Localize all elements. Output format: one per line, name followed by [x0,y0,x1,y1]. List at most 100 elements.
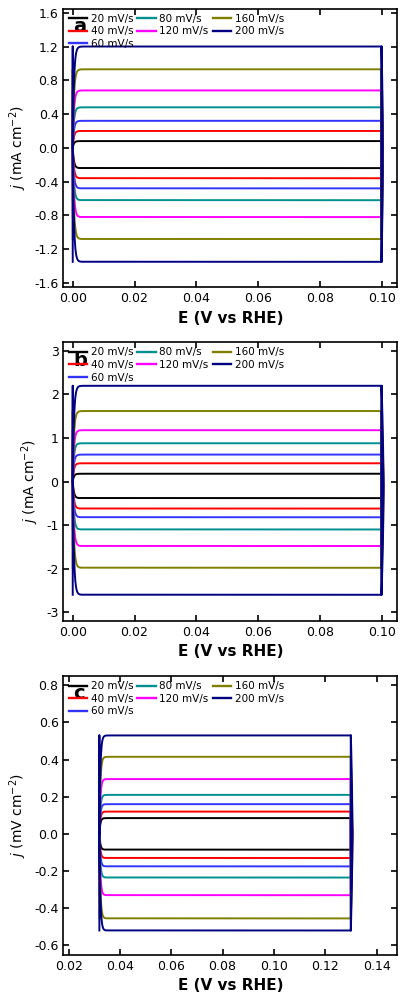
200 mV/s [369,380,374,392]
120 mV/s [338,540,343,552]
20 mV/s [70,142,75,154]
80 mV/s [84,101,89,113]
60 mV/s [287,860,292,872]
120 mV/s [76,425,80,437]
120 mV/s [97,889,102,901]
40 mV/s [379,125,384,137]
120 mV/s [341,773,346,785]
60 mV/s [379,511,384,523]
60 mV/s [305,182,309,194]
200 mV/s [135,729,140,741]
200 mV/s [97,924,102,936]
20 mV/s [379,468,384,480]
20 mV/s [337,162,342,174]
40 mV/s [305,172,309,184]
120 mV/s [379,211,384,223]
120 mV/s [305,540,309,552]
120 mV/s [70,211,75,223]
20 mV/s [120,162,125,174]
Y-axis label: $j$ (mA cm$^{-2}$): $j$ (mA cm$^{-2}$) [19,439,41,524]
Line: 20 mV/s: 20 mV/s [73,474,383,498]
160 mV/s [304,233,309,245]
120 mV/s [84,84,89,96]
160 mV/s [379,562,384,574]
20 mV/s [369,468,374,480]
40 mV/s [314,852,319,864]
Line: 20 mV/s: 20 mV/s [99,818,352,850]
120 mV/s [135,773,140,785]
160 mV/s [84,405,89,417]
80 mV/s [304,523,309,535]
80 mV/s [76,438,80,450]
60 mV/s [314,860,319,872]
120 mV/s [370,84,375,96]
160 mV/s [137,912,142,924]
20 mV/s [135,812,140,824]
60 mV/s [120,182,125,194]
160 mV/s [370,405,375,417]
60 mV/s [117,449,122,461]
160 mV/s [76,65,80,77]
Line: 40 mV/s: 40 mV/s [73,463,383,509]
20 mV/s [287,844,292,856]
20 mV/s [314,844,319,856]
160 mV/s [97,828,102,840]
20 mV/s [348,844,353,856]
Legend: 20 mV/s, 40 mV/s, 60 mV/s, 80 mV/s, 120 mV/s, 160 mV/s, 200 mV/s: 20 mV/s, 40 mV/s, 60 mV/s, 80 mV/s, 120 … [67,680,285,717]
Line: 60 mV/s: 60 mV/s [73,121,383,188]
160 mV/s [70,233,75,245]
60 mV/s [70,182,75,194]
160 mV/s [135,751,140,763]
40 mV/s [84,125,89,137]
60 mV/s [76,115,80,127]
60 mV/s [341,798,346,810]
200 mV/s [76,381,80,393]
160 mV/s [101,752,106,764]
200 mV/s [108,729,113,741]
Line: 200 mV/s: 200 mV/s [99,735,352,930]
160 mV/s [348,912,353,924]
160 mV/s [117,405,122,417]
80 mV/s [337,523,342,535]
20 mV/s [120,492,125,504]
160 mV/s [120,562,125,574]
200 mV/s [97,828,102,840]
120 mV/s [70,142,75,154]
160 mV/s [337,233,342,245]
80 mV/s [120,523,125,535]
60 mV/s [348,860,353,872]
160 mV/s [84,63,89,75]
40 mV/s [84,457,89,469]
40 mV/s [369,457,374,469]
60 mV/s [135,798,140,810]
80 mV/s [341,789,346,801]
Line: 40 mV/s: 40 mV/s [99,812,352,858]
200 mV/s [337,256,342,268]
40 mV/s [101,806,106,818]
X-axis label: E (V vs RHE): E (V vs RHE) [177,311,283,326]
200 mV/s [304,256,309,268]
200 mV/s [70,589,75,601]
20 mV/s [84,135,89,147]
80 mV/s [137,872,142,884]
120 mV/s [117,84,122,96]
Line: 160 mV/s: 160 mV/s [73,69,383,239]
120 mV/s [287,889,292,901]
80 mV/s [314,872,319,884]
60 mV/s [70,511,75,523]
40 mV/s [76,458,80,470]
120 mV/s [379,424,384,436]
160 mV/s [108,751,113,763]
20 mV/s [97,844,102,856]
Line: 160 mV/s: 160 mV/s [99,757,352,918]
20 mV/s [70,476,75,488]
80 mV/s [117,437,122,449]
Text: a: a [74,17,86,36]
120 mV/s [137,889,142,901]
40 mV/s [305,503,309,515]
X-axis label: E (V vs RHE): E (V vs RHE) [177,644,283,659]
60 mV/s [97,828,102,840]
20 mV/s [76,135,80,147]
20 mV/s [338,492,343,504]
80 mV/s [108,789,113,801]
